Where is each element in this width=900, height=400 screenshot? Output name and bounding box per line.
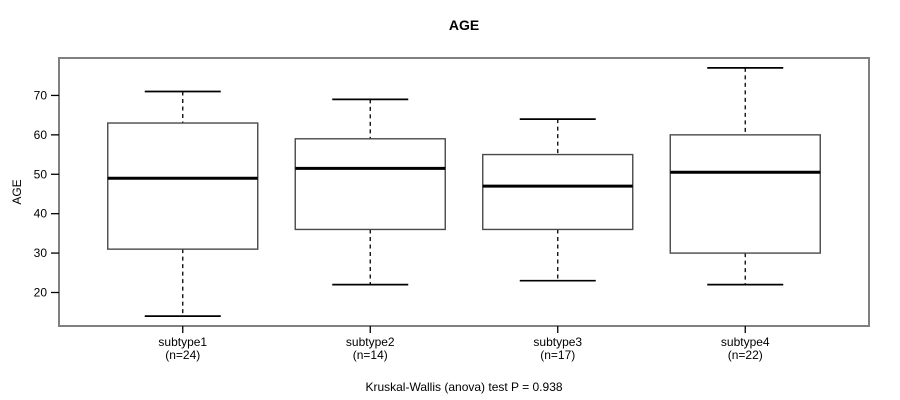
x-category-label-subtype4: subtype4 (n=22) bbox=[721, 336, 770, 362]
iqr-box bbox=[107, 122, 259, 250]
category-name: subtype1 bbox=[158, 335, 208, 349]
stat-test-caption: Kruskal-Wallis (anova) test P = 0.938 bbox=[365, 380, 563, 394]
category-count: (n=14) bbox=[352, 348, 388, 362]
y-tick-label: 20 bbox=[34, 286, 48, 300]
x-category-label-subtype3: subtype3 (n=17) bbox=[533, 336, 582, 362]
category-name: subtype4 bbox=[720, 335, 770, 349]
x-category-label-subtype1: subtype1 (n=24) bbox=[158, 336, 207, 362]
y-tick-label: 40 bbox=[34, 207, 48, 221]
iqr-box bbox=[294, 138, 446, 231]
chart-title: AGE bbox=[448, 17, 480, 33]
plot-frame bbox=[58, 57, 870, 327]
category-name: subtype3 bbox=[533, 335, 583, 349]
iqr-box bbox=[669, 134, 821, 254]
category-count: (n=17) bbox=[540, 348, 576, 362]
x-category-label-subtype2: subtype2 (n=14) bbox=[346, 336, 395, 362]
category-name: subtype2 bbox=[345, 335, 395, 349]
y-tick-label: 50 bbox=[34, 167, 48, 181]
iqr-box bbox=[482, 153, 634, 231]
y-tick-label: 30 bbox=[34, 246, 48, 260]
y-tick-label: 60 bbox=[34, 128, 48, 142]
category-count: (n=22) bbox=[727, 348, 763, 362]
y-tick-label: 70 bbox=[34, 88, 48, 102]
category-count: (n=24) bbox=[165, 348, 201, 362]
